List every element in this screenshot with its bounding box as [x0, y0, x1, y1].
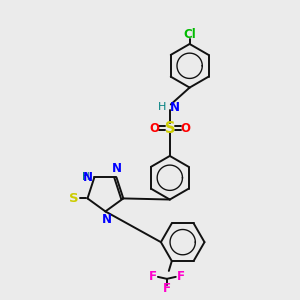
Text: S: S — [165, 121, 175, 136]
Text: F: F — [163, 282, 171, 295]
Text: O: O — [181, 122, 191, 135]
Text: Cl: Cl — [183, 28, 196, 40]
Text: H: H — [158, 102, 166, 112]
Text: N: N — [83, 171, 93, 184]
Text: F: F — [177, 270, 185, 284]
Text: H: H — [82, 172, 89, 182]
Text: O: O — [149, 122, 159, 135]
Text: S: S — [69, 192, 79, 205]
Text: N: N — [112, 162, 122, 176]
Text: N: N — [170, 101, 180, 114]
Text: F: F — [149, 270, 157, 284]
Text: N: N — [101, 213, 111, 226]
